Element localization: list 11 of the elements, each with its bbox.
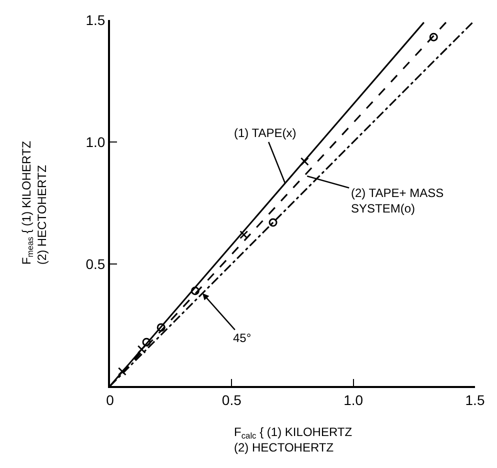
x-tick-label: 0.5: [222, 392, 242, 408]
x-tick-label: 0: [106, 392, 114, 408]
y-tick-label: 1.0: [86, 134, 106, 150]
annotation: (2) TAPE+ MASS SYSTEM(o): [351, 186, 444, 216]
x-tick-label: 1.0: [344, 392, 364, 408]
y-tick-label: 1.5: [86, 12, 106, 28]
x-tick-label: 1.5: [465, 392, 485, 408]
annotation: (1) TAPE(x): [234, 126, 296, 140]
x-axis-title: F$_{calc}$ { (1) KILOHERTZ (2) HECTOHERTZ: [234, 425, 352, 455]
y-tick-label: 0.5: [86, 256, 106, 272]
annotation: 45°: [233, 331, 252, 345]
